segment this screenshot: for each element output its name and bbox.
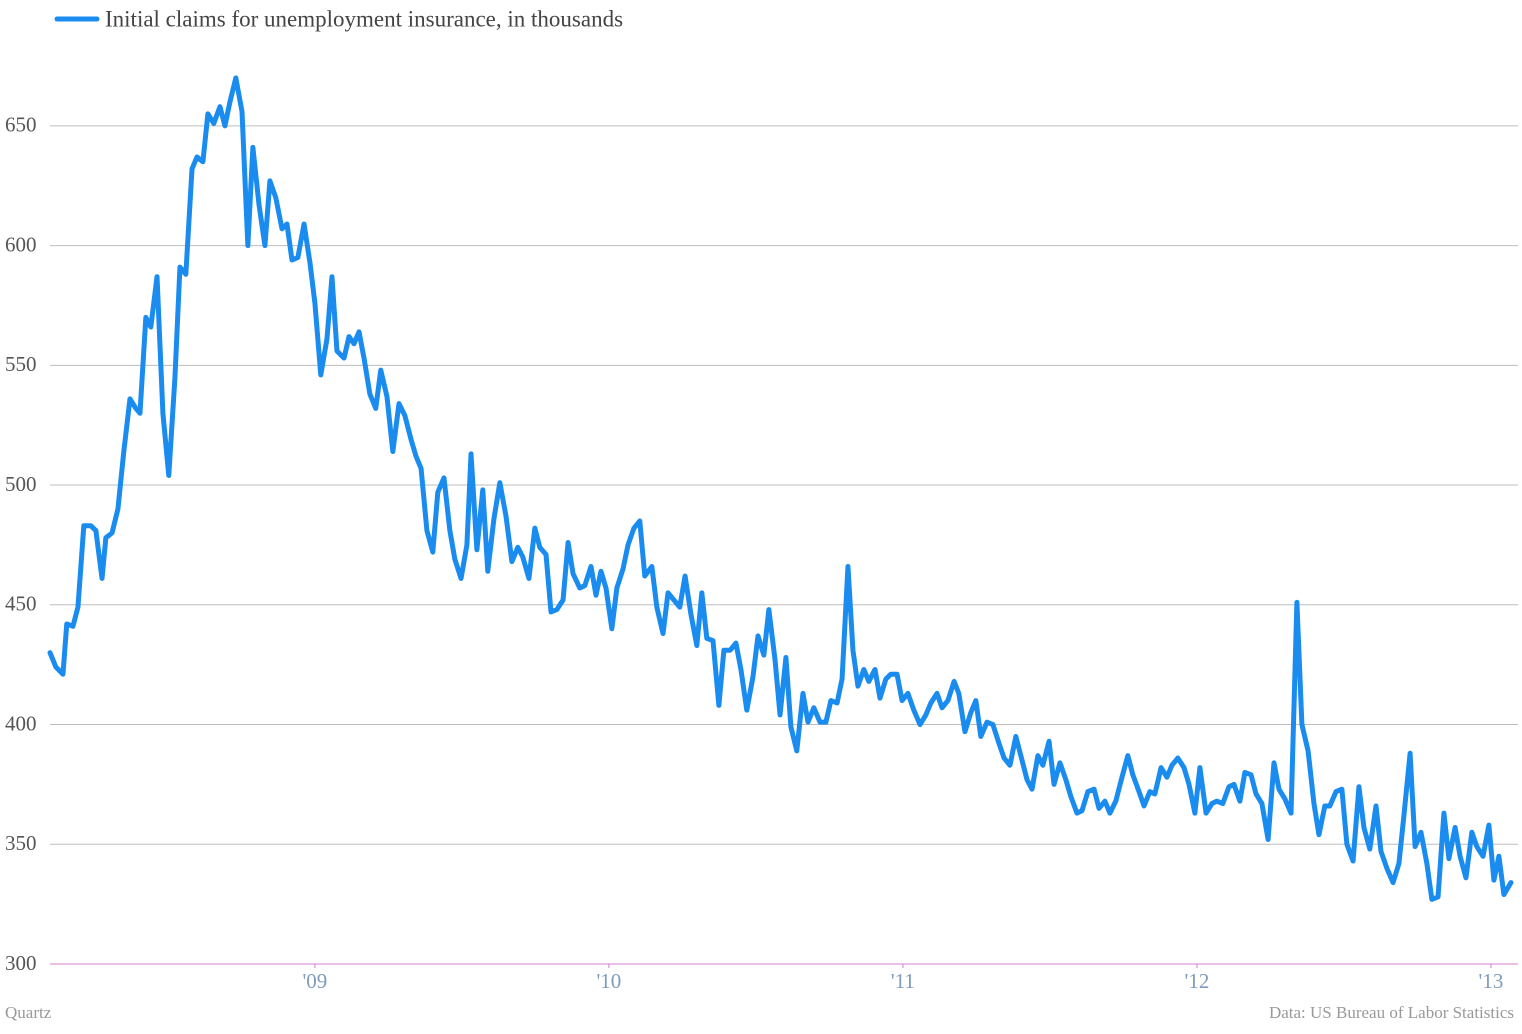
y-tick-label: 500 <box>5 472 37 496</box>
legend-label: Initial claims for unemployment insuranc… <box>105 6 623 31</box>
legend: Initial claims for unemployment insuranc… <box>54 6 623 31</box>
y-tick-label: 400 <box>5 711 37 735</box>
x-tick-label: '09 <box>303 969 328 993</box>
grid: 300 350 400 450 500 550 600 650 '09 '10 '11 '12 '13 <box>5 113 1518 993</box>
y-tick-label: 300 <box>5 951 37 975</box>
plot-area <box>47 75 1514 902</box>
y-tick-label: 650 <box>5 113 37 137</box>
y-tick-label: 450 <box>5 592 37 616</box>
x-tick-label: '11 <box>891 969 915 993</box>
y-tick-label: 350 <box>5 831 37 855</box>
x-tick-label: '12 <box>1185 969 1210 993</box>
credit: Quartz <box>5 1003 52 1022</box>
x-tick-label: '10 <box>597 969 622 993</box>
y-tick-label: 600 <box>5 232 37 256</box>
x-tick-label: '13 <box>1479 969 1504 993</box>
series-line <box>47 75 1514 902</box>
y-tick-label: 550 <box>5 352 37 376</box>
source: Data: US Bureau of Labor Statistics <box>1269 1003 1514 1022</box>
